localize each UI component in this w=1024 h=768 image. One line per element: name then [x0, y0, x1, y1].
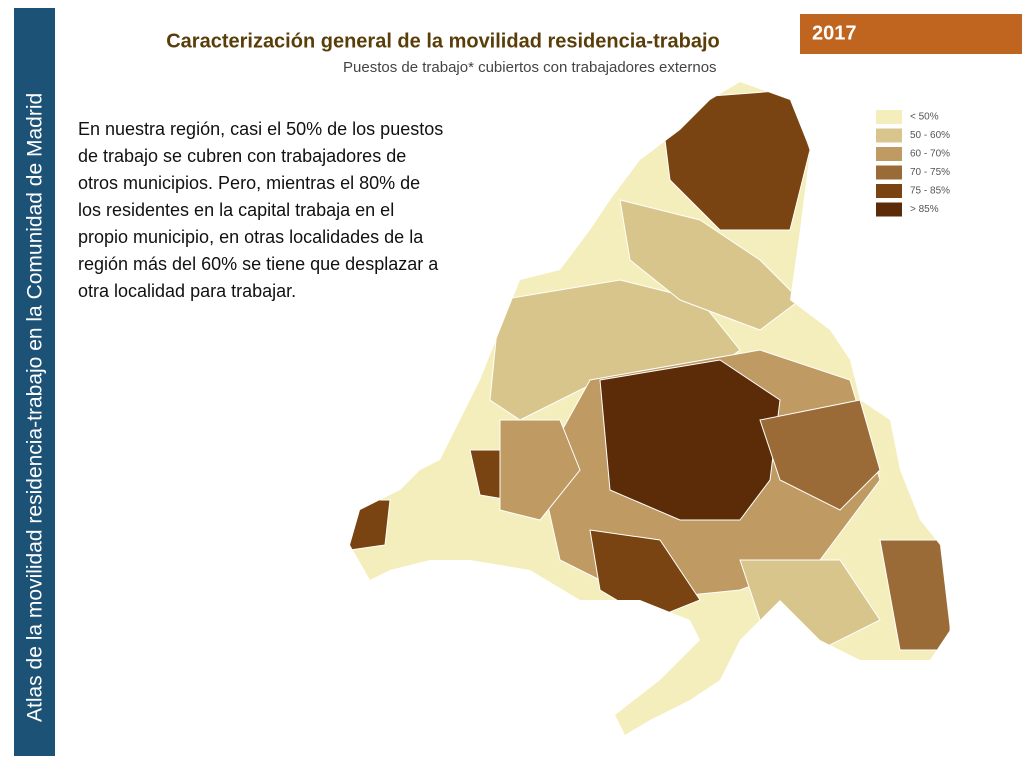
- paragraph-line: En nuestra región, casi el 50% de los pu…: [78, 119, 443, 139]
- legend-swatch: [876, 165, 902, 180]
- year-box: [800, 14, 1022, 54]
- legend-label: 75 - 85%: [910, 186, 950, 197]
- map-region: [599, 359, 781, 521]
- legend-label: 50 - 60%: [910, 130, 950, 141]
- legend-label: > 85%: [910, 204, 939, 215]
- legend-swatch: [876, 128, 902, 143]
- paragraph-line: región más del 60% se tiene que desplaza…: [78, 254, 439, 274]
- legend-label: < 50%: [910, 112, 939, 123]
- map: [350, 82, 950, 735]
- map-region: [350, 499, 391, 551]
- legend-label: 60 - 70%: [910, 149, 950, 160]
- legend-swatch: [876, 147, 902, 161]
- map-region: [759, 399, 881, 511]
- legend-swatch: [876, 184, 902, 198]
- title: Caracterización general de la movilidad …: [166, 30, 720, 52]
- legend: < 50% 50 - 60% 60 - 70% 70 - 75% 75 - 85% > 8…: [876, 110, 950, 217]
- sidebar: [14, 8, 55, 756]
- map-subtitle: Puestos de trabajo* cubiertos con trabaj…: [343, 59, 717, 76]
- map-region: [879, 539, 950, 651]
- map-region: [619, 199, 801, 331]
- paragraph: En nuestra región, casi el 50% de los pu…: [78, 119, 443, 301]
- year: 2017: [812, 22, 857, 44]
- paragraph-line: de trabajo se cubren con trabajadores de: [78, 146, 406, 166]
- paragraph-line: los residentes en la capital trabaja en …: [78, 200, 394, 220]
- paragraph-line: propio municipio, en otras localidades d…: [78, 227, 424, 247]
- legend-swatch: [876, 110, 902, 124]
- legend-swatch: [876, 202, 902, 217]
- sidebar-text: Atlas de la movilidad residencia-trabajo…: [24, 93, 47, 722]
- map-region: [589, 529, 701, 621]
- paragraph-line: otra localidad para trabajar.: [78, 281, 296, 301]
- legend-label: 70 - 75%: [910, 167, 950, 178]
- map-region: [499, 419, 581, 521]
- paragraph-line: otros municipios. Pero, mientras el 80% …: [78, 173, 420, 193]
